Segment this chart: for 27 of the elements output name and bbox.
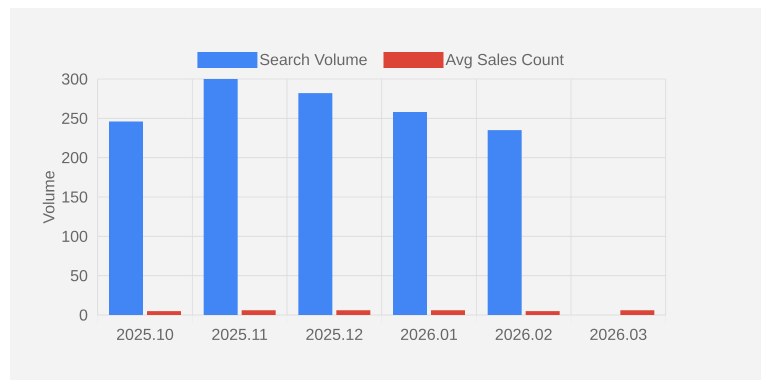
bar [393, 112, 428, 315]
x-tick-label: 2025.10 [116, 328, 174, 340]
legend-label: Avg Sales Count [446, 54, 564, 68]
y-axis-title: Volume [42, 171, 54, 224]
y-tick-label: 100 [62, 230, 88, 242]
bar [431, 310, 466, 315]
bar [204, 78, 238, 315]
y-tick-label: 300 [62, 73, 88, 85]
x-tick-label: 2026.01 [400, 328, 458, 340]
x-tick-label: 2025.11 [212, 328, 268, 340]
legend-label: Search Volume [260, 54, 367, 66]
x-tick-label: 2026.02 [496, 328, 552, 340]
bar [620, 310, 654, 315]
bar [336, 310, 370, 315]
bar [147, 311, 182, 315]
y-tick-label: 150 [62, 191, 88, 203]
y-tick-label: 250 [62, 112, 88, 124]
bar [488, 130, 522, 315]
y-tick-label: 0 [80, 309, 88, 321]
bar [109, 121, 144, 315]
bar [526, 311, 560, 315]
y-tick-label: 200 [62, 152, 88, 164]
x-tick-label: 2025.12 [306, 328, 362, 340]
bar [298, 93, 332, 315]
y-tick-label: 50 [70, 270, 88, 282]
x-tick-label: 2026.03 [590, 328, 646, 340]
bar [242, 310, 276, 315]
